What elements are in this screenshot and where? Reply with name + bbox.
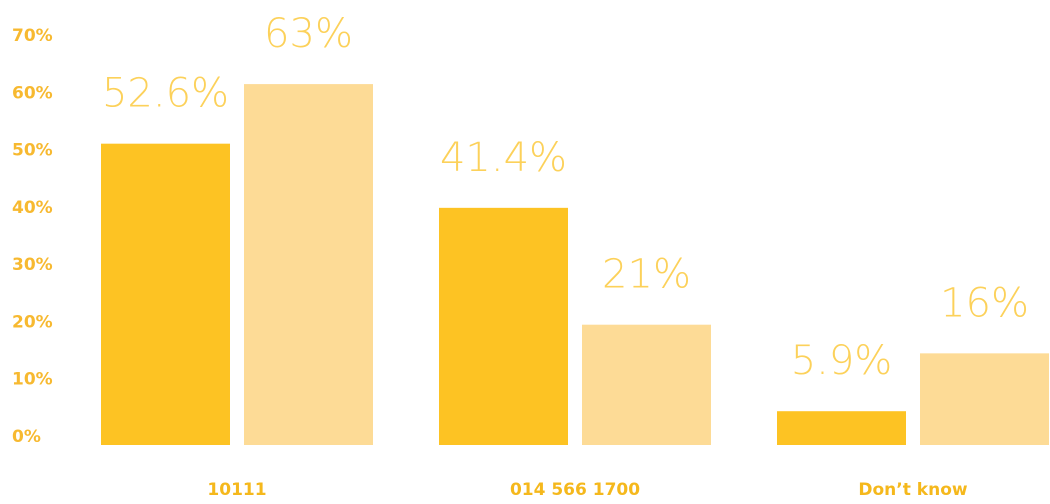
x-tick-label: Don’t know <box>858 480 967 500</box>
bar <box>920 353 1049 445</box>
value-label: 52.6% <box>102 71 229 117</box>
y-tick-label: 20% <box>12 312 53 332</box>
value-label: 5.9% <box>791 338 893 384</box>
bar <box>244 84 373 445</box>
x-tick-label: 014 566 1700 <box>510 480 640 500</box>
value-label: 63% <box>264 11 353 57</box>
y-tick-label: 70% <box>12 26 53 46</box>
y-tick-label: 40% <box>12 198 53 218</box>
bar <box>439 207 568 445</box>
y-tick-label: 50% <box>12 141 53 161</box>
value-label: 16% <box>940 280 1029 326</box>
bar <box>582 324 711 445</box>
y-tick-label: 60% <box>12 83 53 103</box>
y-tick-label: 0% <box>12 427 41 447</box>
bar <box>777 411 906 445</box>
x-tick-label: 10111 <box>207 480 266 500</box>
bar <box>101 143 230 446</box>
y-tick-label: 30% <box>12 255 53 275</box>
value-label: 21% <box>602 252 691 298</box>
y-tick-label: 10% <box>12 370 53 390</box>
value-label: 41.4% <box>440 135 567 181</box>
